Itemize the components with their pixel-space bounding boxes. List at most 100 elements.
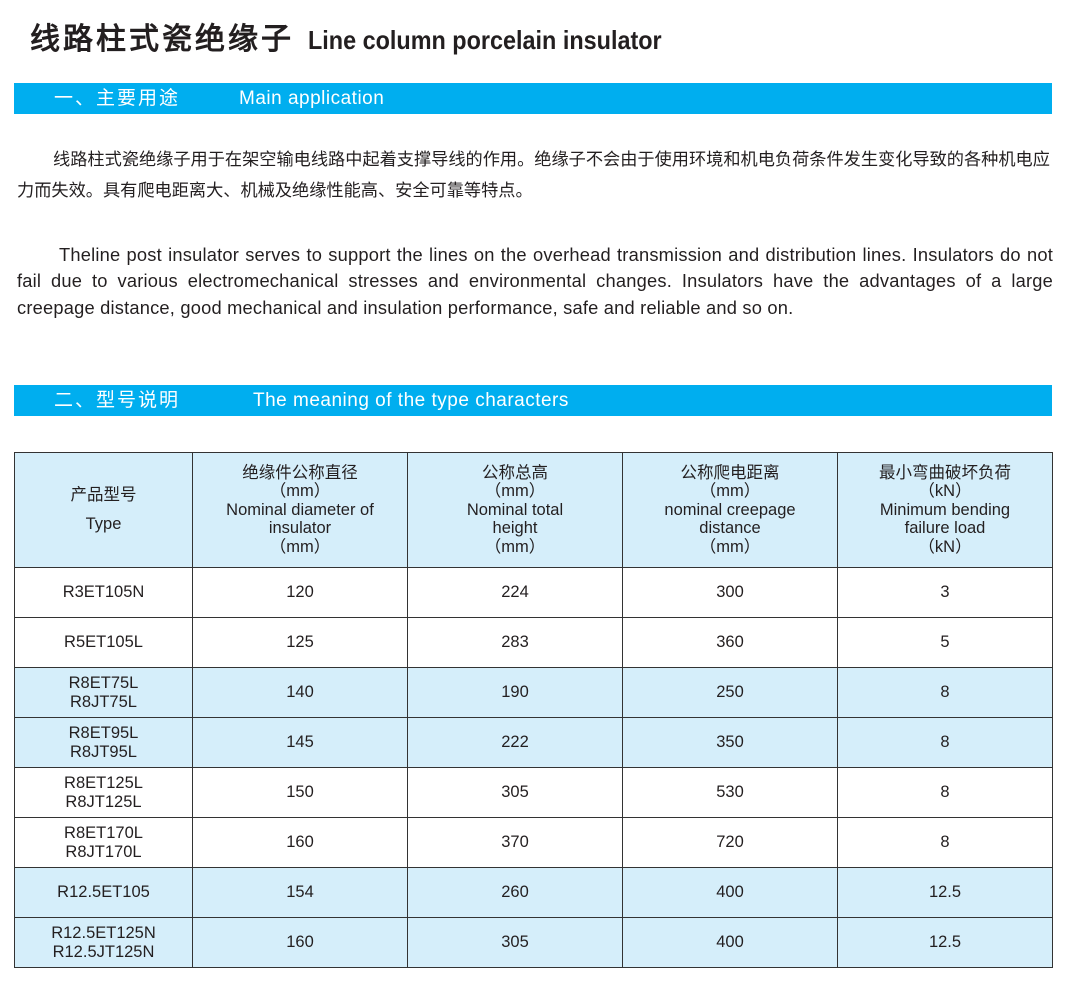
column-header-line: insulator: [268, 519, 332, 538]
column-header-line: height: [492, 519, 538, 538]
column-header: 最小弯曲破坏负荷 （kN） Minimum bending failure load （…: [837, 452, 1053, 568]
column-header-line: 产品型号: [70, 486, 137, 504]
cell-type: R8ET170L R8JT170L: [14, 817, 193, 868]
cell-height: 305: [407, 917, 623, 968]
cell-load: 8: [837, 667, 1053, 718]
type-code: R3ET105N: [62, 583, 145, 602]
column-header: 公称总高 （mm） Nominal total height （mm）: [407, 452, 623, 568]
table-row: R8ET170L R8JT170L 160 370 720 8: [14, 817, 1053, 868]
table-row: R3ET105N 120 224 300 3: [14, 567, 1053, 618]
title-cn: 线路柱式瓷绝缘子: [30, 22, 294, 57]
cell-height: 224: [407, 567, 623, 618]
section-header-en: The meaning of the type characters: [253, 390, 569, 411]
table-row: R12.5ET105 154 260 400 12.5: [14, 867, 1053, 918]
column-header: 公称爬电距离 （mm） nominal creepage distance （mm）: [622, 452, 838, 568]
column-header-line: distance: [699, 519, 761, 538]
cell-type: R8ET125L R8JT125L: [14, 767, 193, 818]
column-header-line: （mm）: [484, 537, 546, 556]
type-code: R8ET95L: [68, 724, 139, 742]
type-code: R12.5ET105: [57, 883, 150, 902]
column-header: 绝缘件公称直径 （mm） Nominal diameter of insulator （…: [192, 452, 408, 568]
section-header-main-application: 一、主要用途 Main application: [14, 83, 1052, 114]
cell-diameter: 120: [192, 567, 408, 618]
column-header-line: Nominal total: [466, 500, 564, 519]
section-header-cn: 二、型号说明: [54, 389, 181, 411]
column-header-line: （mm）: [484, 482, 546, 501]
cell-diameter: 160: [192, 917, 408, 968]
cell-type: R12.5ET125N R12.5JT125N: [14, 917, 193, 968]
description-cn: 线路柱式瓷绝缘子用于在架空输电线路中起着支撑导线的作用。绝缘子不会由于使用环境和…: [17, 150, 1050, 201]
column-header-line: （mm）: [269, 537, 331, 556]
cell-creepage: 250: [622, 667, 838, 718]
cell-creepage: 400: [622, 867, 838, 918]
cell-load: 5: [837, 617, 1053, 668]
column-header-line: Minimum bending: [879, 500, 1011, 519]
type-code: R8ET75L: [68, 674, 139, 692]
cell-diameter: 150: [192, 767, 408, 818]
column-header-line: 最小弯曲破坏负荷: [879, 463, 1011, 482]
cell-load: 8: [837, 767, 1053, 818]
column-header-line: （mm）: [269, 482, 331, 501]
cell-creepage: 720: [622, 817, 838, 868]
cell-diameter: 125: [192, 617, 408, 668]
type-code: R8ET125L: [64, 774, 143, 792]
section-header-type-characters: 二、型号说明 The meaning of the type character…: [14, 385, 1052, 416]
type-code: R8ET170L: [64, 824, 143, 842]
cell-load: 8: [837, 817, 1053, 868]
cell-type: R8ET95L R8JT95L: [14, 717, 193, 768]
column-header-line: 公称总高: [482, 463, 548, 482]
cell-load: 12.5: [837, 917, 1053, 968]
cell-type: R5ET105L: [14, 617, 193, 668]
type-code: R8JT170L: [65, 842, 142, 861]
table-row: R8ET125L R8JT125L 150 305 530 8: [14, 767, 1053, 818]
cell-creepage: 350: [622, 717, 838, 768]
spec-table: 产品型号 Type 绝缘件公称直径 （mm） Nominal diameter of in…: [14, 452, 1053, 968]
column-header-line: Type: [85, 515, 122, 533]
cell-load: 8: [837, 717, 1053, 768]
section-header-cn: 一、主要用途: [54, 87, 181, 109]
column-header-line: nominal creepage: [664, 500, 796, 519]
cell-diameter: 154: [192, 867, 408, 918]
cell-diameter: 140: [192, 667, 408, 718]
type-code: R12.5JT125N: [52, 942, 155, 961]
column-header-line: 公称爬电距离: [680, 463, 780, 482]
cell-height: 283: [407, 617, 623, 668]
cell-load: 12.5: [837, 867, 1053, 918]
type-code: R8JT95L: [70, 742, 137, 761]
column-header: 产品型号 Type: [14, 452, 193, 568]
cell-height: 222: [407, 717, 623, 768]
section-header-en: Main application: [239, 88, 385, 109]
type-code: R8JT75L: [70, 692, 137, 711]
cell-creepage: 360: [622, 617, 838, 668]
page-title: 线路柱式瓷绝缘子 Line column porcelain insulator: [30, 14, 701, 58]
column-header-line: 绝缘件公称直径: [242, 463, 358, 482]
column-header-line: （kN）: [918, 537, 972, 556]
type-code: R12.5ET125N: [51, 924, 156, 942]
type-code: R5ET105L: [64, 633, 143, 652]
column-header-line: （mm）: [699, 482, 761, 501]
table-row: R5ET105L 125 283 360 5: [14, 617, 1053, 668]
cell-type: R3ET105N: [14, 567, 193, 618]
cell-height: 260: [407, 867, 623, 918]
column-header-line: （kN）: [918, 482, 972, 501]
cell-type: R12.5ET105: [14, 867, 193, 918]
cell-diameter: 145: [192, 717, 408, 768]
column-header-line: failure load: [904, 519, 986, 538]
cell-height: 370: [407, 817, 623, 868]
table-row: R8ET95L R8JT95L 145 222 350 8: [14, 717, 1053, 768]
table-row: R8ET75L R8JT75L 140 190 250 8: [14, 667, 1053, 718]
cell-diameter: 160: [192, 817, 408, 868]
title-en: Line column porcelain insulator: [308, 25, 662, 55]
column-header-line: （mm）: [699, 537, 761, 556]
cell-type: R8ET75L R8JT75L: [14, 667, 193, 718]
cell-creepage: 300: [622, 567, 838, 618]
cell-height: 190: [407, 667, 623, 718]
type-code: R8JT125L: [65, 792, 142, 811]
cell-creepage: 530: [622, 767, 838, 818]
description-en: Theline post insulator serves to support…: [17, 244, 1053, 318]
cell-load: 3: [837, 567, 1053, 618]
cell-height: 305: [407, 767, 623, 818]
table-row: R12.5ET125N R12.5JT125N 160 305 400 12.5: [14, 917, 1053, 968]
cell-creepage: 400: [622, 917, 838, 968]
table-header-row: 产品型号 Type 绝缘件公称直径 （mm） Nominal diameter of in…: [14, 452, 1053, 568]
